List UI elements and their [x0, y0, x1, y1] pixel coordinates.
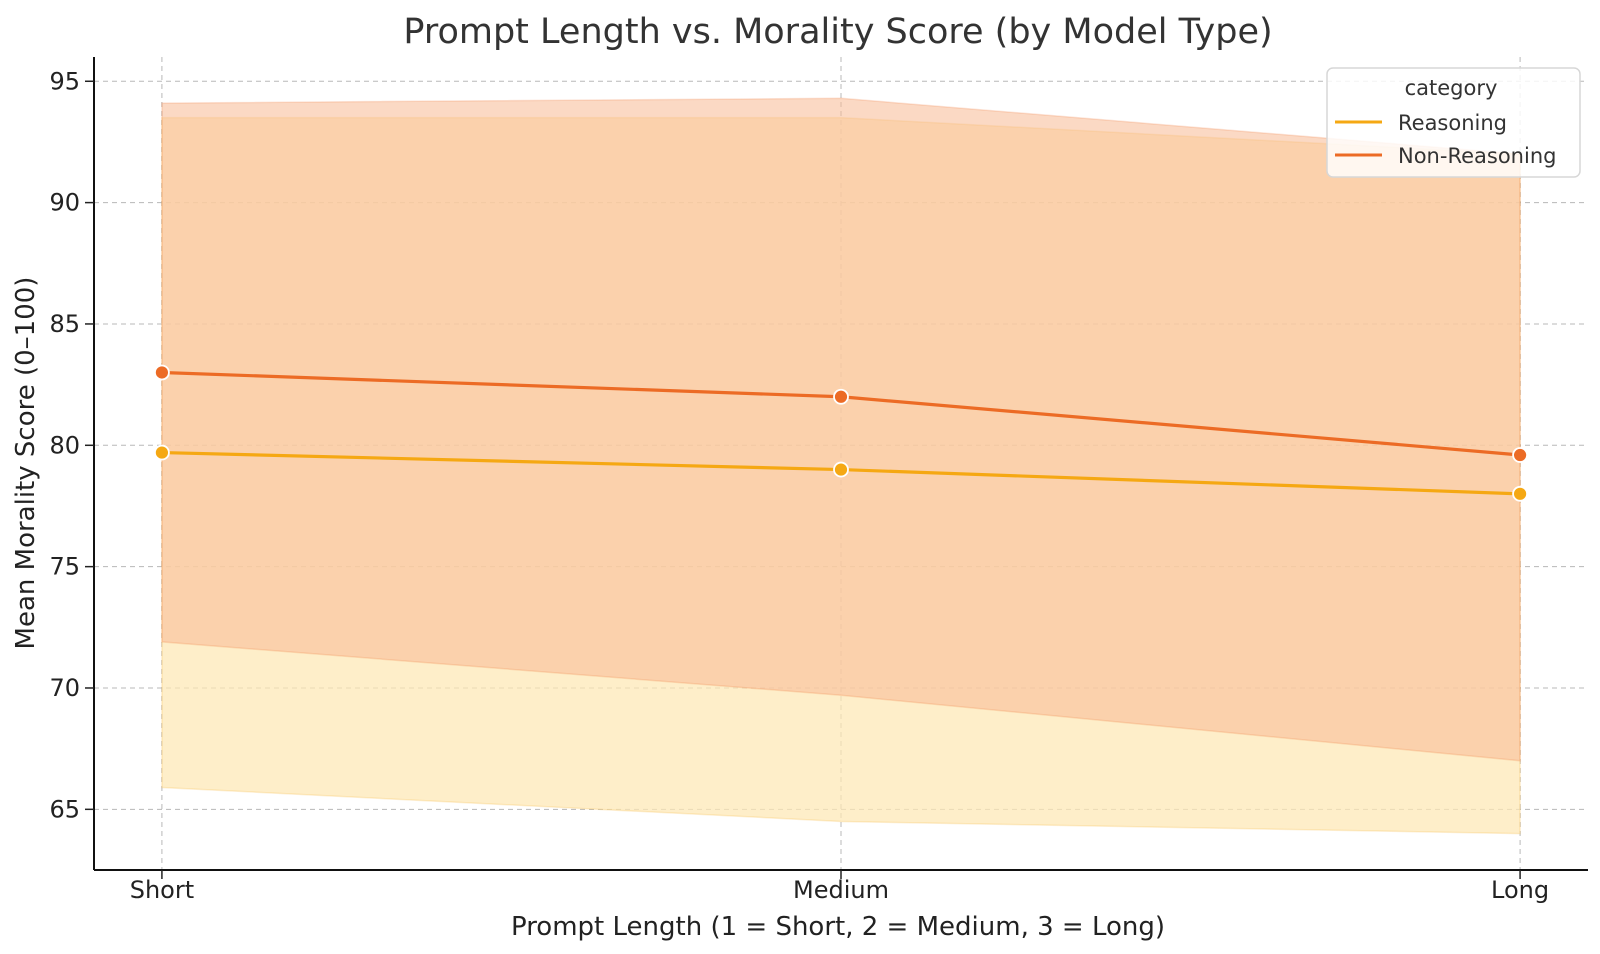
y-tick-label-80: 80 [49, 431, 80, 459]
legend-item-reasoning: Reasoning [1335, 111, 1507, 135]
data-point-reasoning-long [1512, 485, 1528, 502]
x-axis-label: Prompt Length (1 = Short, 2 = Medium, 3 … [511, 912, 1165, 942]
data-points [154, 364, 1528, 502]
chart-title: Prompt Length vs. Morality Score (by Mod… [403, 12, 1272, 52]
x-tick-label-long: Long [1491, 876, 1549, 904]
y-tick-label-90: 90 [49, 189, 80, 217]
legend: category Reasoning Non-Reasoning [1326, 67, 1581, 178]
legend-item-non-reasoning: Non-Reasoning [1335, 144, 1556, 168]
y-tick-label-85: 85 [49, 310, 80, 338]
x-tick-label-medium: Medium [793, 876, 889, 904]
legend-label-non-reasoning: Non-Reasoning [1398, 144, 1556, 168]
legend-label-reasoning: Reasoning [1398, 111, 1507, 135]
data-point-non-reasoning-short [154, 364, 170, 381]
confidence-band-non-reasoning [161, 97, 1521, 762]
y-axis-label: Mean Morality Score (0–100) [11, 277, 41, 650]
data-point-reasoning-short [154, 444, 170, 461]
data-point-reasoning-medium [833, 461, 849, 478]
x-ticks: Short Medium Long [130, 870, 1549, 904]
legend-box [1326, 67, 1581, 178]
y-ticks: 65 70 75 80 85 90 95 [49, 67, 94, 823]
y-tick-label-65: 65 [49, 795, 80, 823]
y-tick-label-70: 70 [49, 674, 80, 702]
legend-title: category [1405, 76, 1498, 100]
legend-items: Reasoning Non-Reasoning [1335, 111, 1556, 168]
x-tick-label-short: Short [130, 876, 194, 904]
y-tick-label-95: 95 [49, 67, 80, 95]
data-point-non-reasoning-long [1512, 447, 1528, 463]
data-point-non-reasoning-medium [833, 388, 849, 405]
y-tick-label-75: 75 [49, 553, 80, 581]
